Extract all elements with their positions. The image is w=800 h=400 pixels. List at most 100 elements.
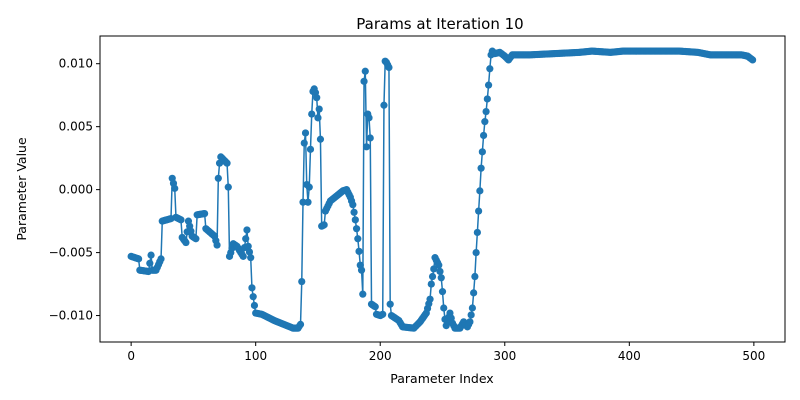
data-point: [192, 235, 200, 243]
data-point: [435, 261, 443, 269]
data-point: [214, 174, 222, 182]
data-point: [385, 63, 393, 72]
data-point: [305, 183, 313, 191]
data-point: [354, 235, 362, 243]
data-point: [224, 183, 232, 191]
data-point: [244, 242, 252, 250]
data-point: [478, 148, 486, 156]
x-tick-label: 400: [618, 349, 641, 363]
plot-area: [127, 47, 757, 332]
data-point: [362, 143, 371, 151]
data-point: [351, 216, 359, 224]
data-point: [135, 255, 143, 263]
data-point: [296, 320, 305, 328]
data-point: [466, 318, 474, 326]
data-point: [482, 107, 490, 116]
data-point: [250, 301, 259, 310]
data-point: [314, 114, 322, 122]
data-point: [300, 139, 308, 147]
data-point: [247, 254, 255, 262]
data-point: [249, 293, 257, 301]
data-point: [245, 248, 254, 256]
data-point: [371, 303, 379, 311]
data-point: [380, 101, 388, 109]
data-point: [477, 164, 485, 172]
data-point: [366, 134, 374, 142]
x-tick-label: 500: [742, 349, 765, 363]
data-point: [146, 259, 154, 267]
data-point: [386, 300, 394, 308]
data-point: [749, 56, 757, 64]
data-point: [365, 114, 373, 122]
data-point: [298, 277, 306, 286]
data-point: [350, 208, 358, 216]
plot-frame: [99, 35, 786, 343]
series-layer: [127, 47, 757, 332]
data-point: [436, 267, 444, 276]
data-point: [320, 221, 328, 229]
data-point: [426, 295, 434, 303]
data-point: [147, 251, 155, 259]
data-point: [315, 105, 323, 113]
data-point: [157, 255, 165, 263]
data-point: [438, 288, 447, 296]
data-point: [473, 228, 481, 237]
x-tick-label: 100: [244, 349, 267, 363]
data-point: [475, 207, 483, 215]
x-axis-label: Parameter Index: [390, 371, 493, 386]
x-tick-label: 0: [127, 349, 135, 363]
data-point: [239, 252, 247, 260]
y-tick-label: 0.000: [59, 183, 93, 197]
data-point: [242, 235, 250, 243]
data-point: [357, 266, 366, 274]
x-axis: 0 100 200 300 400 500: [127, 342, 765, 363]
data-point: [428, 272, 437, 281]
y-tick-label: −0.005: [49, 246, 93, 260]
data-point: [171, 184, 179, 192]
data-point: [484, 81, 493, 89]
data-point: [223, 159, 231, 167]
data-point: [355, 247, 363, 255]
data-point: [360, 77, 368, 85]
data-point: [379, 310, 387, 318]
data-point: [316, 135, 325, 143]
data-point: [243, 226, 251, 234]
data-point: [476, 187, 484, 195]
data-point: [299, 198, 307, 206]
data-point: [213, 241, 221, 249]
data-point: [359, 290, 367, 298]
data-point: [472, 248, 480, 257]
data-point: [304, 198, 312, 206]
data-point: [361, 67, 369, 75]
y-axis: −0.010 −0.005 0.000 0.005 0.010: [49, 57, 100, 323]
data-point: [468, 304, 476, 312]
data-point: [483, 95, 491, 103]
data-point: [430, 265, 438, 273]
data-point: [308, 110, 316, 118]
data-point: [313, 94, 321, 102]
data-point: [349, 201, 357, 209]
data-point: [440, 304, 448, 312]
y-tick-label: −0.010: [49, 309, 93, 323]
data-point: [470, 289, 478, 297]
data-point: [486, 65, 494, 73]
data-point: [481, 118, 489, 126]
data-point: [182, 238, 190, 247]
data-point: [437, 274, 445, 282]
y-axis-label: Parameter Value: [14, 137, 29, 241]
x-tick-label: 200: [369, 349, 392, 363]
data-point: [352, 225, 361, 233]
data-point: [201, 209, 209, 218]
data-point: [427, 280, 435, 288]
data-point: [467, 311, 475, 319]
data-point: [480, 131, 488, 140]
data-point: [306, 145, 315, 153]
data-point: [248, 284, 256, 292]
chart-title: Params at Iteration 10: [356, 15, 523, 33]
x-tick-label: 300: [493, 349, 516, 363]
data-point: [177, 216, 185, 224]
data-point: [471, 272, 479, 281]
data-point: [301, 129, 310, 137]
